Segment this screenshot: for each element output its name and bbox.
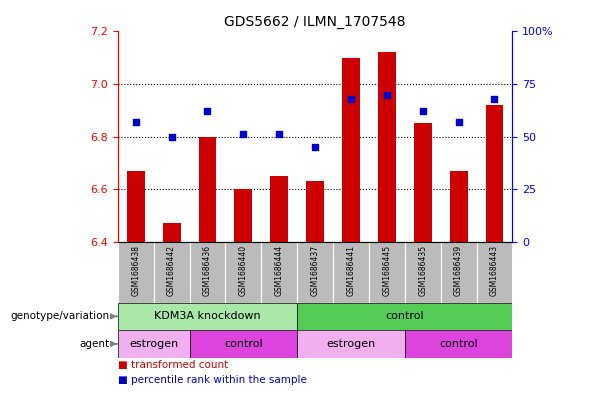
Point [382, 91, 392, 97]
Bar [190, 330, 297, 358]
Bar [198, 137, 216, 242]
Text: estrogen: estrogen [129, 339, 178, 349]
Bar [413, 123, 432, 242]
Point [346, 95, 356, 102]
Text: GSM1686435: GSM1686435 [418, 245, 427, 296]
Bar [262, 242, 297, 303]
Bar [449, 171, 468, 242]
Point [418, 108, 428, 114]
Text: GSM1686440: GSM1686440 [239, 245, 248, 296]
Text: ■ percentile rank within the sample: ■ percentile rank within the sample [118, 375, 307, 385]
Bar [118, 330, 190, 358]
Text: GSM1686439: GSM1686439 [454, 245, 463, 296]
Bar [234, 189, 252, 242]
Text: control: control [439, 339, 478, 349]
Bar [270, 176, 288, 242]
Text: ■ transformed count: ■ transformed count [118, 360, 228, 369]
Bar [405, 242, 441, 303]
Text: GSM1686442: GSM1686442 [167, 246, 176, 296]
Text: GSM1686441: GSM1686441 [346, 246, 356, 296]
Point [239, 131, 248, 138]
Text: control: control [224, 339, 263, 349]
Bar [127, 171, 145, 242]
Text: estrogen: estrogen [326, 339, 376, 349]
Text: GSM1686436: GSM1686436 [203, 245, 212, 296]
Bar [369, 242, 405, 303]
Title: GDS5662 / ILMN_1707548: GDS5662 / ILMN_1707548 [224, 15, 406, 29]
Text: genotype/variation: genotype/variation [11, 311, 110, 321]
Bar [306, 181, 324, 242]
Text: GSM1686444: GSM1686444 [274, 245, 284, 296]
Bar [163, 223, 181, 242]
Bar [190, 242, 226, 303]
Point [490, 95, 499, 102]
Text: GSM1686437: GSM1686437 [310, 245, 320, 296]
Bar [405, 330, 512, 358]
Bar [477, 242, 512, 303]
Point [131, 119, 140, 125]
Bar [441, 242, 477, 303]
Bar [154, 242, 190, 303]
Bar [226, 242, 262, 303]
Bar [118, 242, 154, 303]
Text: KDM3A knockdown: KDM3A knockdown [154, 311, 261, 321]
Text: agent: agent [80, 339, 110, 349]
Point [454, 119, 464, 125]
Bar [297, 242, 333, 303]
Point [203, 108, 212, 114]
Point [274, 131, 284, 138]
Bar [118, 303, 297, 330]
Bar [342, 58, 360, 242]
Bar [297, 303, 512, 330]
Text: GSM1686438: GSM1686438 [131, 246, 140, 296]
Point [167, 133, 176, 140]
Text: GSM1686445: GSM1686445 [382, 245, 391, 296]
Bar [485, 105, 504, 242]
Point [310, 144, 320, 150]
Bar [378, 52, 396, 242]
Text: control: control [385, 311, 424, 321]
Bar [333, 242, 369, 303]
Text: GSM1686443: GSM1686443 [490, 245, 499, 296]
Bar [297, 330, 405, 358]
